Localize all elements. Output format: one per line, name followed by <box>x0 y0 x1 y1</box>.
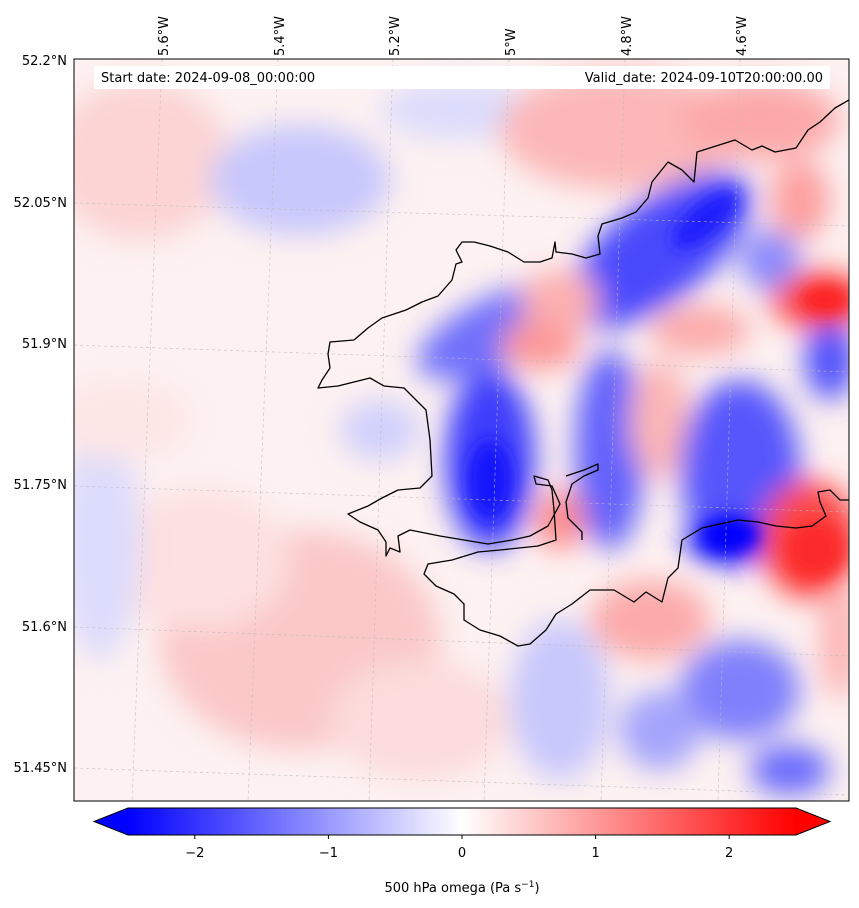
info-box-background <box>94 66 830 89</box>
gridlines <box>74 59 849 801</box>
colorbar-label-main: 500 hPa omega (Pa s <box>384 881 521 896</box>
colorbar-extend-max <box>796 808 830 835</box>
longitude-labels: 5.6°W 5.4°W 5.2°W 5°W 4.8°W 4.6°W <box>157 16 750 56</box>
colorbar-label: 500 hPa omega (Pa s−1) <box>384 880 539 896</box>
valid-date-label: Valid_date: 2024-09-10T20:00:00.00 <box>585 71 823 86</box>
colorbar-extend-min <box>94 808 128 835</box>
lon-label: 4.8°W <box>620 16 635 56</box>
field-cores <box>468 191 849 580</box>
colorbar-tick-label: −1 <box>319 846 338 861</box>
lon-label: 5°W <box>504 28 519 56</box>
coastline <box>317 99 849 647</box>
colorbar-tick-label: 1 <box>591 846 599 861</box>
field-blobs <box>74 70 849 795</box>
lat-label: 51.6°N <box>22 620 67 635</box>
colorbar-tick-label: 2 <box>725 846 733 861</box>
colorbar-gradient <box>128 808 796 835</box>
lon-label: 5.2°W <box>388 16 403 56</box>
lat-label: 51.9°N <box>22 337 67 352</box>
lat-label: 51.45°N <box>14 761 67 776</box>
lon-label: 5.4°W <box>273 16 288 56</box>
omega-field <box>74 59 849 801</box>
colorbar-outline <box>92 807 832 836</box>
start-date-label: Start date: 2024-09-08_00:00:00 <box>101 71 315 86</box>
lat-label: 51.75°N <box>14 478 67 493</box>
map-frame <box>73 58 850 802</box>
latitude-labels: 52.2°N 52.05°N 51.9°N 51.75°N 51.6°N 51.… <box>14 54 67 776</box>
lon-label: 5.6°W <box>157 16 172 56</box>
info-box: Start date: 2024-09-08_00:00:00 Valid_da… <box>94 66 830 89</box>
lat-label: 52.05°N <box>14 196 67 211</box>
colorbar-label-exponent: −1 <box>521 880 534 890</box>
colorbar: −2 −1 0 1 2 500 hPa omega (Pa s−1) <box>92 807 832 896</box>
lon-label: 4.6°W <box>735 16 750 56</box>
colorbar-ticks: −2 −1 0 1 2 <box>185 835 733 861</box>
colorbar-tick-label: −2 <box>185 846 204 861</box>
lat-label: 52.2°N <box>22 54 67 69</box>
colorbar-label-close: ) <box>534 881 539 896</box>
colorbar-tick-label: 0 <box>458 846 466 861</box>
